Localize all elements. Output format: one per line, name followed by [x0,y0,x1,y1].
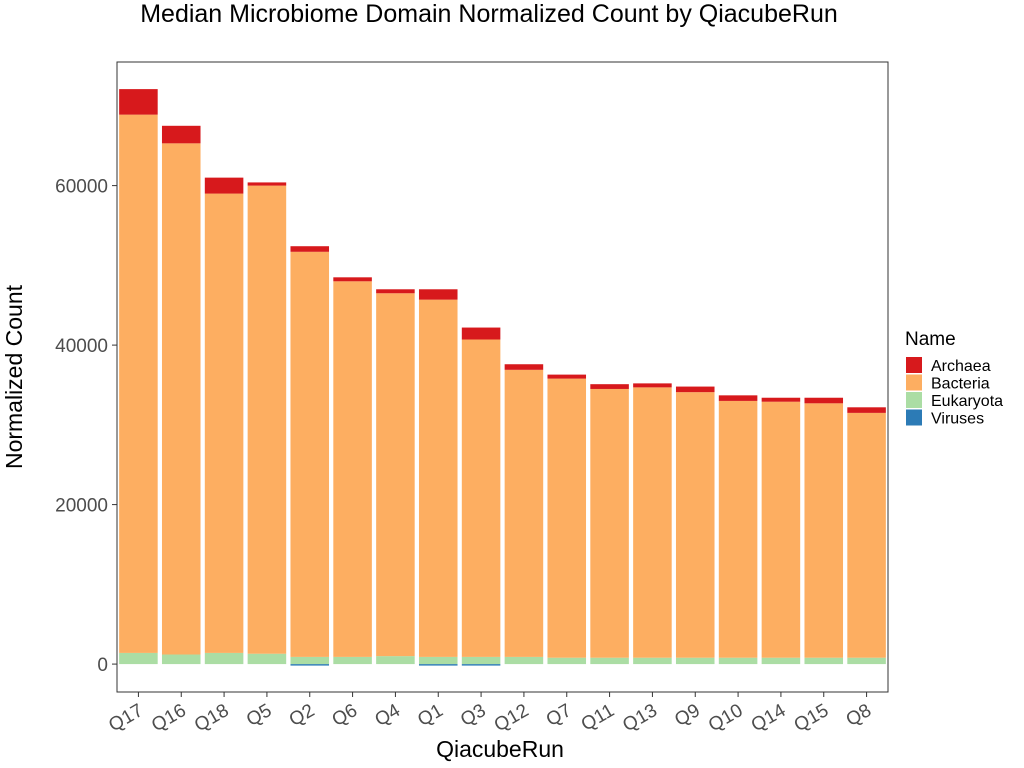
bar-q3-viruses [461,664,501,666]
legend-label-bacteria: Bacteria [931,376,990,393]
y-tick-label: 60000 [55,177,108,198]
x-tick-label-q4: Q4 [371,700,404,731]
bar-q8-archaea [847,407,886,413]
x-tick-label-q16: Q16 [148,700,190,736]
bar-q2-eukaryota [290,656,330,665]
bar-q14-archaea [761,397,801,402]
bar-q17-bacteria [119,114,158,653]
x-tick-label-q5: Q5 [243,700,275,731]
bar-q11-eukaryota [590,657,629,665]
bar-q15-bacteria [804,403,844,658]
bar-q5-bacteria [247,185,287,654]
legend-key-bacteria [906,374,922,391]
bar-q4-archaea [376,289,415,294]
legend-key-eukaryota [906,392,922,408]
bar-q12-eukaryota [504,656,544,665]
x-axis-title: QiacubeRun [436,736,564,762]
bar-q16-eukaryota [161,654,201,665]
bar-q9-eukaryota [675,657,715,665]
bar-q12-archaea [504,364,544,370]
x-tick-label-q10: Q10 [705,700,747,736]
x-tick-label-q3: Q3 [457,700,489,731]
legend-label-viruses: Viruses [931,411,984,428]
bar-q2-viruses [290,664,330,666]
bar-q8-bacteria [847,412,886,658]
bar-q7-bacteria [547,378,587,658]
bar-q15-archaea [804,397,844,404]
bar-q5-archaea [247,182,287,186]
legend-key-viruses [906,409,922,426]
bar-q13-eukaryota [633,657,672,665]
x-tick-label-q2: Q2 [286,700,318,731]
bar-q16-archaea [161,125,201,144]
bar-q17-eukaryota [119,652,158,665]
bar-q15-eukaryota [804,657,844,665]
bar-q13-bacteria [633,387,672,658]
bar-q1-bacteria [418,299,458,657]
x-tick-label-q7: Q7 [543,700,575,731]
x-tick-label-q12: Q12 [491,700,533,736]
x-tick-label-q11: Q11 [578,700,618,735]
chart-title: Median Microbiome Domain Normalized Coun… [140,0,838,28]
bar-q3-archaea [461,327,501,340]
bar-q17-archaea [119,89,158,115]
bar-q12-bacteria [504,369,544,657]
bar-q6-bacteria [333,281,372,657]
y-axis: 0 20000 40000 60000 [55,177,117,676]
bar-q11-bacteria [590,388,629,658]
bar-q1-viruses [418,664,458,666]
x-tick-label-q8: Q8 [843,700,875,731]
bar-q10-archaea [718,395,758,401]
legend-label-eukaryota: Eukaryota [931,393,1003,410]
bar-q6-archaea [333,277,372,282]
y-tick-label: 20000 [55,496,108,517]
bar-q9-bacteria [675,392,715,658]
bar-q18-bacteria [204,193,244,653]
x-tick-label-q1: Q1 [414,700,446,731]
bar-q1-eukaryota [418,656,458,665]
plot-panel-border [116,61,889,693]
bar-q11-archaea [590,384,629,389]
bar-q18-eukaryota [204,652,244,665]
bar-q7-eukaryota [547,657,587,665]
legend-key-archaea [906,357,922,373]
x-tick-label-q17: Q17 [105,700,147,736]
bar-q16-bacteria [161,143,201,655]
bar-q2-bacteria [290,251,330,657]
x-tick-label-q18: Q18 [191,700,233,736]
x-axis: Q17 Q16 Q18 Q5 Q2 Q6 Q4 Q1 Q3 Q12 Q7 Q11 Q13 Q9 Q10 Q14… [105,692,875,736]
bar-q13-archaea [633,383,672,388]
bar-q3-eukaryota [461,656,501,665]
x-tick-label-q15: Q15 [791,700,833,736]
bar-q9-archaea [675,386,715,393]
legend-title: Name [905,329,956,350]
bar-q1-archaea [418,289,458,300]
x-tick-label-q14: Q14 [748,700,790,736]
legend-label-archaea: Archaea [931,358,991,375]
bar-q2-archaea [290,246,330,252]
bar-q14-bacteria [761,401,801,658]
bar-q6-eukaryota [333,656,372,665]
y-tick-label: 0 [97,655,108,676]
bar-q10-eukaryota [718,657,758,665]
y-tick-label: 40000 [55,336,108,357]
bar-q5-eukaryota [247,653,287,665]
bar-q4-bacteria [376,293,415,657]
bar-q10-bacteria [718,400,758,658]
bar-q4-eukaryota [376,656,415,665]
x-tick-label-q6: Q6 [329,700,361,731]
bar-q8-eukaryota [847,657,886,665]
bar-q7-archaea [547,374,587,379]
x-tick-label-q9: Q9 [671,700,703,731]
x-tick-label-q13: Q13 [619,700,661,736]
bar-q18-archaea [204,177,244,194]
bar-q3-bacteria [461,339,501,657]
bars-layer [119,89,886,666]
bar-q14-eukaryota [761,657,801,665]
y-axis-title: Normalized Count [1,284,27,469]
